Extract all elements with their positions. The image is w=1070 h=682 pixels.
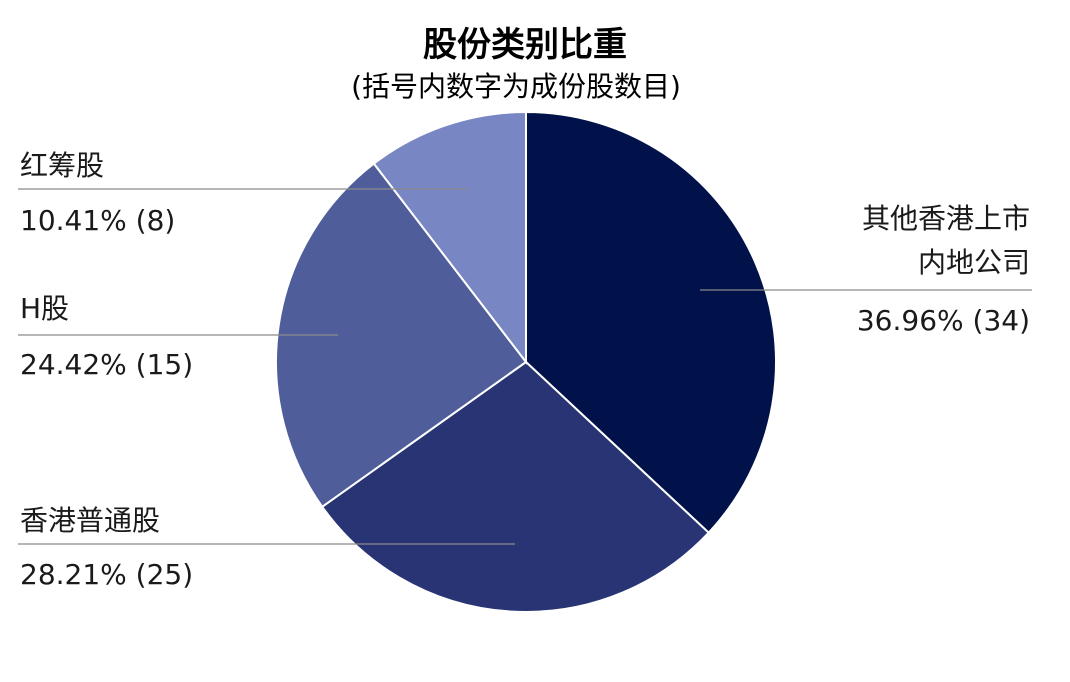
chart-subtitle: (括号内数字为成份股数目) [351, 70, 681, 103]
slice-name-label: 红筹股 [20, 149, 104, 182]
pie-slice [372, 110, 527, 365]
slice-value-label: 10.41% (8) [20, 204, 175, 237]
chart-title: 股份类别比重 [423, 25, 627, 65]
slice-name-label: 香港普通股 [20, 504, 160, 537]
pie-slices [275, 110, 777, 613]
slice-name-label: 内地公司 [918, 246, 1030, 279]
slice-value-label: 28.21% (25) [20, 558, 193, 591]
slice-name-label: 其他香港上市 [862, 202, 1030, 235]
slice-name-label: H股 [20, 292, 69, 325]
pie-slice [320, 360, 711, 613]
slice-value-label: 24.42% (15) [20, 348, 193, 381]
slice-value-label: 36.96% (34) [857, 304, 1030, 337]
pie-slice [525, 110, 777, 535]
pie-slice [275, 162, 528, 509]
